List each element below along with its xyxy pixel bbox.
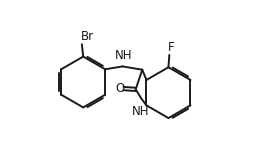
Text: Br: Br	[81, 30, 94, 43]
Text: O: O	[115, 82, 124, 95]
Text: NH: NH	[132, 105, 150, 118]
Text: NH: NH	[115, 49, 132, 62]
Text: F: F	[168, 41, 174, 54]
